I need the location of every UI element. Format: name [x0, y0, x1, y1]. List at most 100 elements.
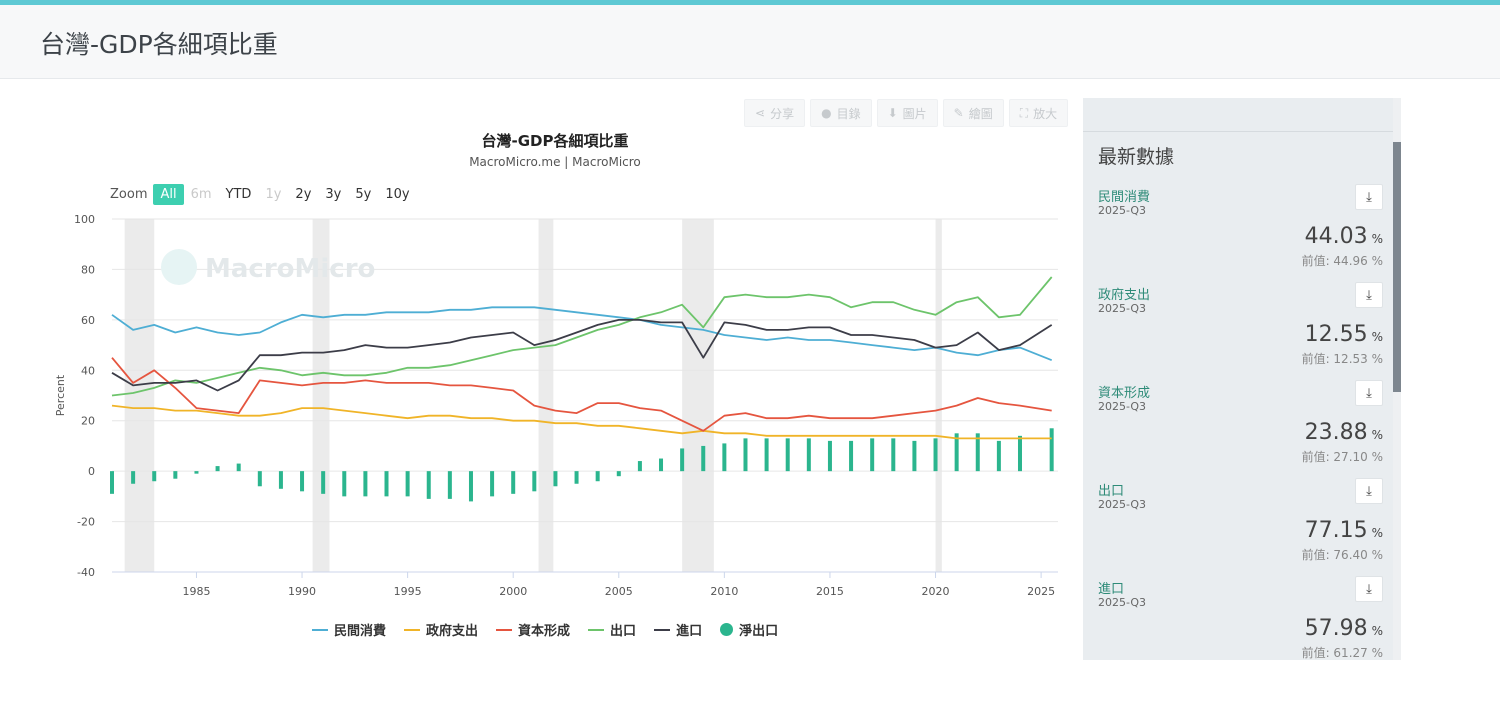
download-button[interactable]: ⤓: [1355, 576, 1383, 602]
watermark-logo-icon: [161, 249, 197, 285]
chart-toolbar: ⋖ 分享 ● 目錄 ⬇ 圖片 ✎ 繪圖 ⛶ 放大: [744, 99, 1069, 127]
net-exports-bar: [1049, 428, 1054, 472]
y-axis-title: Percent: [54, 374, 67, 416]
item-value: 57.98%: [1305, 616, 1383, 641]
expand-icon: ⛶: [1019, 105, 1029, 120]
value-number: 44.03: [1304, 224, 1368, 249]
legend-item-net-exports[interactable]: 淨出口: [720, 620, 778, 639]
data-item-consumption: 民間消費 2025-Q3 ⤓ 44.03% 前值: 44.96 %: [1098, 184, 1383, 284]
legend-item-capital[interactable]: 資本形成: [496, 620, 570, 639]
net-exports-bar: [152, 471, 157, 482]
image-download-button[interactable]: ⬇ 圖片: [876, 99, 938, 127]
legend-line-marker: [654, 628, 671, 631]
net-exports-bar: [468, 471, 473, 502]
series-line: [111, 318, 1053, 392]
catalog-icon: ●: [821, 106, 832, 120]
download-button[interactable]: ⤓: [1355, 184, 1383, 210]
net-exports-bar: [236, 463, 241, 472]
download-icon: ⤓: [1366, 483, 1372, 499]
page-header: 台灣-GDP各細項比重: [0, 5, 1500, 79]
item-name[interactable]: 進口: [1098, 582, 1125, 597]
item-previous: 前值: 44.96 %: [1301, 254, 1383, 268]
item-period: 2025-Q3: [1098, 400, 1147, 413]
net-exports-bar: [215, 466, 220, 472]
chart-subtitle: MacroMicro.me | MacroMicro: [469, 155, 641, 169]
series-line: [111, 276, 1053, 397]
legend-item-imports[interactable]: 進口: [654, 620, 702, 639]
download-icon: ⬇: [887, 106, 898, 120]
zoom-5y-button[interactable]: 5y: [355, 187, 372, 202]
legend-label: 政府支出: [426, 624, 479, 639]
zoom-all-button[interactable]: All: [153, 184, 184, 205]
x-tick-label: 1990: [288, 585, 316, 598]
net-exports-bar: [616, 471, 621, 477]
net-exports-bar: [405, 471, 410, 497]
download-button[interactable]: ⤓: [1355, 282, 1383, 308]
catalog-button[interactable]: ● 目錄: [810, 99, 872, 127]
zoom-3y-button[interactable]: 3y: [325, 187, 342, 202]
panel-scrollbar-thumb[interactable]: [1393, 142, 1401, 392]
item-value: 12.55%: [1305, 322, 1383, 347]
download-button[interactable]: ⤓: [1355, 380, 1383, 406]
y-tick-label: 40: [81, 364, 95, 377]
net-exports-bar: [891, 438, 896, 472]
legend-item-consumption[interactable]: 民間消費: [312, 620, 386, 639]
net-exports-bar: [975, 433, 980, 472]
data-item-imports: 進口 2025-Q3 ⤓ 57.98% 前值: 61.27 %: [1098, 576, 1383, 660]
net-exports-bar: [300, 471, 305, 492]
zoom-10y-button[interactable]: 10y: [385, 187, 410, 202]
series-line: [111, 404, 1052, 440]
net-exports-bar: [363, 471, 368, 497]
item-period: 2025-Q3: [1098, 302, 1147, 315]
value-number: 57.98: [1304, 616, 1368, 641]
net-exports-bar: [637, 461, 642, 472]
item-previous: 前值: 61.27 %: [1301, 646, 1383, 660]
page-title: 台灣-GDP各細項比重: [40, 30, 278, 59]
zoom-2y-button[interactable]: 2y: [295, 187, 312, 202]
legend-label: 民間消費: [334, 624, 387, 639]
chart-legend: 民間消費 政府支出 資本形成 出口 進口 淨出口: [312, 620, 778, 639]
net-exports-bar: [595, 471, 600, 482]
x-tick-label: 1985: [182, 585, 210, 598]
item-name[interactable]: 資本形成: [1098, 386, 1151, 401]
zoom-1y-button[interactable]: 1y: [265, 187, 282, 202]
panel-title: 最新數據: [1098, 146, 1175, 168]
zoom-6m-button[interactable]: 6m: [190, 187, 212, 202]
net-exports-bar: [933, 438, 938, 472]
net-exports-bar: [574, 471, 579, 484]
x-tick-label: 2005: [605, 585, 633, 598]
net-exports-bar: [701, 445, 706, 472]
net-exports-bar: [447, 471, 452, 499]
item-value: 23.88%: [1305, 420, 1383, 445]
recession-band: [682, 219, 714, 572]
y-tick-label: 20: [81, 415, 95, 428]
download-icon: ⤓: [1366, 189, 1372, 205]
image-label: 圖片: [902, 106, 927, 121]
item-name[interactable]: 民間消費: [1098, 190, 1151, 205]
legend-item-government[interactable]: 政府支出: [404, 620, 478, 639]
x-tick-label: 2020: [922, 585, 950, 598]
item-name[interactable]: 出口: [1098, 484, 1125, 499]
net-exports-bar: [659, 458, 664, 472]
legend-label: 出口: [610, 624, 637, 639]
chart-plot[interactable]: 100 80 60 40 20 0 -20 -40 1985 1990 1995 2000 2005 20…: [0, 0, 1080, 640]
y-tick-label: -40: [77, 566, 95, 579]
data-item-capital: 資本形成 2025-Q3 ⤓ 23.88% 前值: 27.10 %: [1098, 380, 1383, 480]
share-button[interactable]: ⋖ 分享: [744, 99, 806, 127]
zoom-ytd-button[interactable]: YTD: [225, 187, 252, 202]
net-exports-bar: [532, 471, 537, 492]
net-exports-bar: [490, 471, 495, 497]
x-tick-label: 2010: [710, 585, 738, 598]
legend-line-marker: [312, 628, 328, 631]
net-exports-bar: [131, 471, 136, 484]
draw-button[interactable]: ✎ 繪圖: [942, 99, 1004, 127]
download-button[interactable]: ⤓: [1355, 478, 1383, 504]
legend-item-exports[interactable]: 出口: [588, 620, 636, 639]
series-line: [111, 357, 1052, 432]
expand-button[interactable]: ⛶ 放大: [1008, 99, 1069, 127]
net-exports-bar: [996, 440, 1001, 472]
data-item-exports: 出口 2025-Q3 ⤓ 77.15% 前值: 76.40 %: [1098, 478, 1383, 578]
net-exports-bar: [1017, 435, 1022, 472]
item-name[interactable]: 政府支出: [1098, 288, 1151, 303]
net-exports-bar: [764, 438, 769, 472]
